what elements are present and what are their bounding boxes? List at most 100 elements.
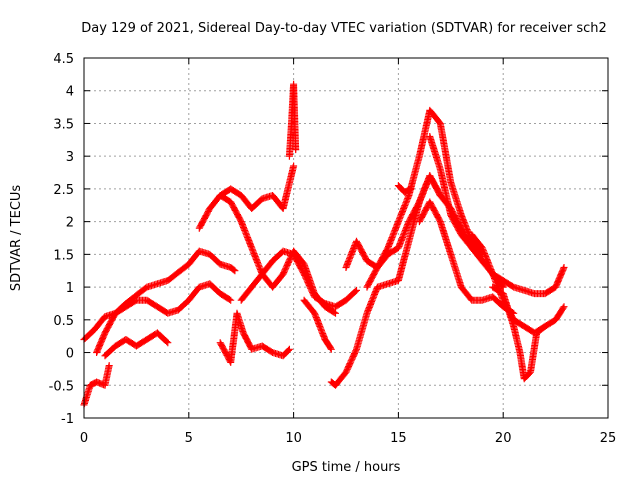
data-point-plus-marks	[332, 369, 349, 389]
data-point-plus-marks	[533, 323, 548, 337]
data-point-plus-marks	[185, 248, 202, 268]
data-point-plus-marks	[468, 231, 485, 251]
data-point-plus-marks	[394, 219, 412, 252]
x-tick-label: 25	[600, 431, 617, 446]
data-point-plus-marks	[185, 284, 202, 304]
y-tick-label: 3.5	[53, 117, 74, 132]
series-track-6	[101, 329, 172, 360]
x-tick-label: 20	[495, 431, 512, 446]
data-point-plus-marks	[447, 178, 465, 218]
data-point-plus-marks	[239, 329, 255, 352]
data-point-plus-marks	[541, 284, 558, 298]
data-points	[80, 80, 568, 409]
data-point-plus-marks	[300, 270, 318, 299]
y-axis-label: SDTVAR / TECUs	[9, 185, 24, 292]
data-point-plus-marks	[499, 290, 517, 329]
data-point-plus-marks	[457, 283, 475, 303]
data-point-plus-marks	[426, 133, 444, 172]
data-point-plus-marks	[526, 331, 540, 376]
data-point-plus-marks	[269, 192, 286, 211]
data-point-plus-mark	[541, 322, 549, 330]
series-track-9	[216, 309, 293, 366]
y-tick-label: 0.5	[53, 314, 74, 329]
data-point-plus-marks	[227, 198, 244, 224]
data-point-plus-mark	[560, 303, 568, 311]
data-point-plus-marks	[447, 250, 465, 290]
data-point-plus-marks	[206, 250, 223, 267]
data-point-plus-marks	[101, 343, 118, 360]
data-point-plus-marks	[342, 347, 360, 376]
series-track-14	[394, 182, 415, 196]
series-track-2	[195, 162, 298, 232]
data-point-plus-marks	[510, 322, 524, 355]
data-point-plus-marks	[237, 218, 255, 250]
data-point-plus-mark	[227, 296, 235, 304]
data-point-plus-marks	[401, 186, 414, 196]
data-point-plus-marks	[233, 309, 247, 335]
series-track-17	[468, 231, 568, 337]
data-point-plus-marks	[248, 196, 265, 212]
data-point-plus-marks	[499, 277, 516, 290]
data-point-plus-marks	[237, 284, 255, 304]
y-tick-label: 1.5	[53, 248, 74, 263]
x-tick-label: 10	[285, 431, 302, 446]
data-point-plus-marks	[93, 330, 108, 356]
data-point-plus-marks	[269, 271, 286, 291]
data-point-plus-marks	[552, 265, 567, 291]
data-point-plus-mark	[231, 267, 239, 275]
data-point-plus-marks	[436, 165, 454, 218]
x-tick-label: 15	[390, 431, 407, 446]
data-point-plus-marks	[216, 192, 233, 205]
series-track-5	[93, 280, 235, 356]
series-track-8	[237, 247, 360, 311]
data-point-plus-marks	[436, 120, 454, 185]
data-point-plus-marks	[237, 192, 255, 211]
data-point-plus-marks	[206, 280, 223, 296]
y-tick-label: -0.5	[49, 379, 74, 394]
data-point-plus-marks	[311, 309, 328, 342]
data-point-plus-marks	[290, 250, 307, 277]
data-point-plus-marks	[478, 244, 496, 276]
data-point-plus-marks	[227, 264, 238, 274]
data-point-plus-marks	[111, 304, 129, 317]
data-point-plus-marks	[384, 245, 401, 258]
data-point-plus-mark	[285, 345, 293, 353]
data-point-plus-marks	[415, 108, 433, 160]
data-point-plus-mark	[290, 162, 298, 170]
data-point-plus-marks	[164, 261, 192, 284]
data-point-plus-marks	[206, 193, 223, 212]
data-point-plus-marks	[248, 271, 265, 291]
data-point-plus-mark	[292, 146, 300, 154]
data-point-plus-marks	[436, 218, 454, 257]
data-point-plus-mark	[327, 345, 335, 353]
data-point-plus-marks	[132, 336, 150, 350]
plot-frame	[83, 57, 609, 419]
data-point-plus-marks	[101, 363, 113, 389]
data-point-plus-marks	[291, 113, 300, 152]
data-point-plus-mark	[164, 339, 172, 347]
data-point-plus-marks	[468, 244, 485, 264]
data-point-plus-marks	[290, 80, 299, 119]
series-track-3	[285, 80, 300, 160]
data-point-plus-mark	[105, 362, 113, 370]
chart-title: Day 129 of 2021, Sidereal Day-to-day VTE…	[81, 21, 607, 36]
data-point-plus-marks	[143, 277, 170, 291]
data-point-plus-marks	[457, 231, 475, 251]
data-point-plus-marks	[332, 297, 349, 311]
data-point-plus-marks	[311, 293, 328, 307]
series-track-4	[80, 362, 113, 409]
data-point-plus-mark	[407, 185, 415, 193]
x-axis-label: GPS time / hours	[292, 460, 401, 475]
data-point-plus-marks	[279, 346, 292, 360]
y-tick-label: -1	[61, 412, 74, 427]
data-point-plus-marks	[153, 329, 171, 346]
data-point-plus-marks	[258, 258, 276, 278]
data-point-plus-marks	[363, 265, 381, 291]
data-point-plus-marks	[520, 369, 533, 383]
data-point-plus-marks	[300, 296, 318, 316]
x-tick-label: 5	[185, 431, 193, 446]
data-point-plus-marks	[285, 121, 295, 160]
data-point-plus-mark	[560, 264, 568, 271]
data-point-plus-marks	[91, 314, 108, 334]
